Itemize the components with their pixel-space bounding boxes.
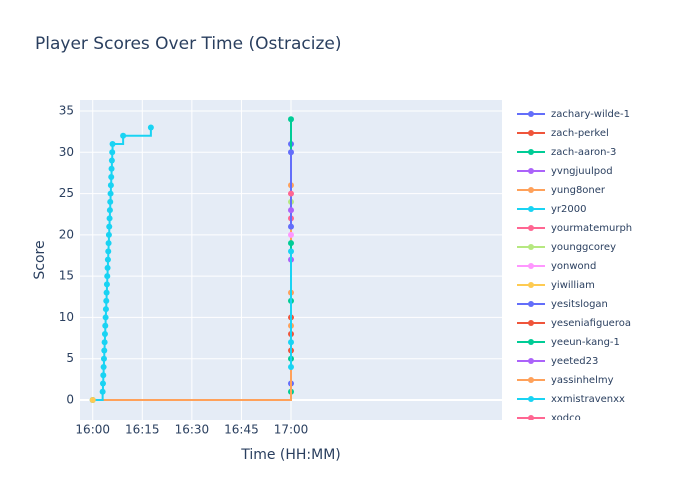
data-point (288, 116, 294, 123)
legend-marker (528, 244, 534, 250)
legend-label: yourmatemurph (551, 223, 632, 234)
legend-label: yassinhelmy (551, 375, 614, 386)
data-point (89, 397, 96, 404)
data-point (100, 363, 107, 370)
legend-label: yeeted23 (551, 356, 598, 367)
legend-label: zachary-wilde-1 (551, 109, 630, 120)
data-point (99, 388, 106, 395)
legend-label: yvngjuulpod (551, 166, 613, 177)
legend-marker (528, 396, 534, 402)
legend-marker (528, 168, 534, 174)
legend-label: yiwilliam (551, 280, 595, 291)
legend-label: yeeun-kang-1 (551, 337, 620, 348)
data-point (103, 297, 110, 304)
legend-marker (528, 206, 534, 212)
data-point (109, 141, 116, 148)
legend-marker (528, 130, 534, 136)
data-point (288, 363, 294, 370)
data-point (103, 281, 110, 288)
legend-marker (528, 111, 534, 117)
data-point (101, 330, 108, 337)
data-point (109, 149, 116, 156)
legend-label: zach-aaron-3 (551, 147, 616, 158)
data-point (107, 190, 114, 197)
legend-marker (528, 415, 534, 420)
data-point (288, 190, 294, 197)
legend-marker (528, 377, 534, 383)
legend-marker (528, 187, 534, 193)
x-tick-label: 16:00 (75, 423, 110, 437)
x-tick-label: 16:15 (125, 423, 160, 437)
data-point (288, 339, 294, 346)
legend-label: zach-perkel (551, 128, 609, 139)
data-point (105, 240, 112, 247)
legend-marker (528, 339, 534, 345)
y-tick-label: 10 (59, 310, 74, 324)
data-point (288, 223, 294, 230)
data-point (106, 223, 113, 230)
legend-marker (528, 282, 534, 288)
x-tick-label: 17:00 (274, 423, 309, 437)
data-point (104, 256, 111, 263)
plot-area (89, 116, 294, 404)
data-point (288, 149, 294, 156)
y-tick-label: 5 (66, 351, 74, 365)
legend-label: xodco (551, 413, 581, 424)
legend-label: yonwond (551, 261, 596, 272)
legend-marker (528, 301, 534, 307)
data-point (103, 289, 110, 296)
data-point (288, 248, 294, 255)
y-tick-label: 15 (59, 269, 74, 283)
data-point (108, 157, 115, 164)
data-point (100, 372, 107, 379)
data-point (288, 207, 294, 214)
data-point (106, 215, 113, 222)
x-tick-label: 16:30 (175, 423, 210, 437)
x-tick-label: 16:45 (224, 423, 259, 437)
data-point (105, 248, 112, 255)
data-point (105, 231, 112, 238)
data-point (288, 240, 294, 247)
data-point (120, 132, 127, 139)
data-point (99, 380, 106, 387)
legend-marker (528, 358, 534, 364)
data-point (108, 165, 115, 172)
legend-marker (528, 263, 534, 269)
legend-marker (528, 225, 534, 231)
legend-marker (528, 320, 534, 326)
y-axis-title: Score (32, 240, 48, 279)
legend-label: yr2000 (551, 204, 586, 215)
data-point (102, 306, 109, 313)
data-point (104, 264, 111, 271)
data-point (288, 231, 294, 238)
legend-marker (528, 149, 534, 155)
legend: zachary-wilde-1 zach-perkel zach-aaron-3 yv… (517, 109, 632, 424)
data-point (101, 347, 108, 354)
data-point (106, 207, 113, 214)
x-axis-title: Time (HH:MM) (240, 447, 341, 463)
data-point (107, 182, 114, 189)
y-tick-label: 30 (59, 145, 74, 159)
legend-label: yesitslogan (551, 299, 608, 310)
y-tick-label: 0 (66, 393, 74, 407)
y-tick-label: 20 (59, 227, 74, 241)
legend-label: younggcorey (551, 242, 616, 253)
y-tick-label: 35 (59, 103, 74, 117)
data-point (108, 174, 115, 181)
legend-label: yung8oner (551, 185, 606, 196)
data-point (102, 322, 109, 329)
legend-label: xxmistravenxx (551, 394, 625, 405)
data-point (100, 355, 107, 362)
data-point (104, 273, 111, 280)
data-point (107, 198, 114, 205)
y-tick-label: 25 (59, 186, 74, 200)
data-point (147, 124, 154, 131)
chart-title: Player Scores Over Time (Ostracize) (35, 34, 342, 54)
data-point (102, 314, 109, 321)
data-point (101, 339, 108, 346)
legend-label: yeseniafigueroa (551, 318, 631, 329)
